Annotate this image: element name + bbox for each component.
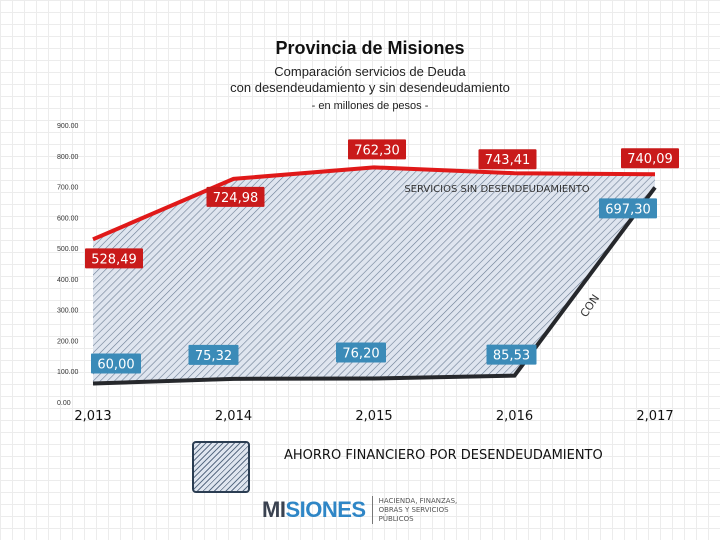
data-label-sin-4: 740,09 <box>627 152 673 167</box>
data-label-con-3-box <box>486 344 537 365</box>
data-label-con-4-box <box>599 198 657 219</box>
data-label-con-2-box <box>336 342 386 363</box>
data-label-con-0-box <box>91 353 141 374</box>
y-tick-label: 300.00 <box>57 308 79 315</box>
data-label-sin-3: 743,41 <box>485 153 531 168</box>
chart-subtitle-line1: Comparación servicios de Deuda <box>274 64 466 79</box>
y-tick-label: 400.00 <box>57 277 79 284</box>
data-label-sin-0-box <box>85 248 143 269</box>
series-line-con-desendeudamiento <box>92 186 657 386</box>
data-label-con-2: 76,20 <box>342 347 379 362</box>
chart-subtitle-units: - en millones de pesos - <box>311 100 429 112</box>
x-tick-label: 2,014 <box>215 409 252 424</box>
data-label-con-3: 85,53 <box>493 349 530 364</box>
series-line-sin-desendeudamiento <box>92 165 656 242</box>
y-tick-label: 600.00 <box>57 215 79 222</box>
data-label-sin-4-box <box>621 148 679 169</box>
data-label-sin-1-box <box>206 186 265 207</box>
data-label-sin-2: 762,30 <box>354 143 400 158</box>
y-tick-label: 700.00 <box>57 185 79 192</box>
x-tick-label: 2,017 <box>636 409 673 424</box>
savings-area <box>93 167 655 384</box>
series-name-label: SERVICIOS SIN DESENDEUDAMIENTO <box>404 184 589 195</box>
legend-label: AHORRO FINANCIERO POR DESENDEUDAMIENTO <box>284 448 603 463</box>
y-tick-label: 100.00 <box>57 369 79 376</box>
data-label-sin-2-box <box>348 139 406 160</box>
legend-swatch <box>192 441 250 493</box>
logo-wordmark: MISIONES <box>262 497 366 522</box>
x-tick-label: 2,013 <box>74 409 111 424</box>
data-label-con-0: 60,00 <box>97 358 134 373</box>
data-label-con-4: 697,30 <box>605 202 651 217</box>
data-label-sin-3-box <box>478 149 537 170</box>
chart-title: Provincia de Misiones <box>275 38 465 58</box>
y-tick-label: 0.00 <box>57 400 71 407</box>
series-name-partial-label: CON <box>578 292 603 320</box>
y-tick-label: 500.00 <box>57 246 79 253</box>
data-label-sin-1: 724,98 <box>213 191 259 206</box>
y-tick-label: 800.00 <box>57 154 79 161</box>
data-label-con-1-box <box>188 344 239 365</box>
data-label-con-1: 75,32 <box>195 349 232 364</box>
x-tick-label: 2,016 <box>496 409 533 424</box>
chart-subtitle-line2: con desendeudamiento y sin desendeudamie… <box>230 80 510 95</box>
x-tick-label: 2,015 <box>355 409 392 424</box>
logo-department: HACIENDA, FINANZAS, OBRAS Y SERVICIOS PÚB… <box>378 496 458 523</box>
logo-divider <box>371 496 373 524</box>
data-label-sin-0: 528,49 <box>91 252 137 267</box>
y-tick-label: 200.00 <box>57 338 79 345</box>
y-tick-label: 900.00 <box>57 123 79 130</box>
misiones-logo: MISIONES HACIENDA, FINANZAS, OBRAS Y SERV… <box>262 496 469 524</box>
